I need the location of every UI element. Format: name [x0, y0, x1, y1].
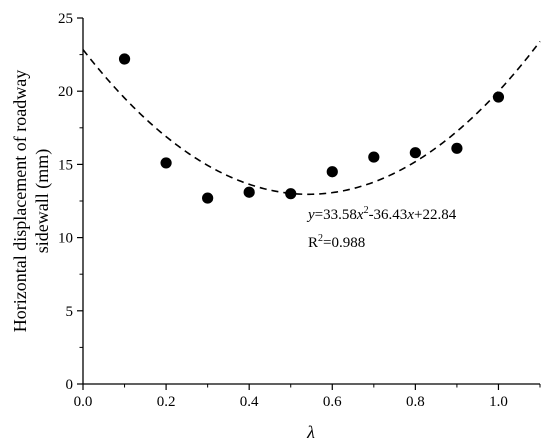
y-tick-label: 10 [58, 231, 73, 247]
eq-sup: 2 [364, 205, 369, 216]
y-axis-title-line-1: Horizontal displacement of roadway [10, 70, 30, 332]
y-tick-label: 0 [66, 377, 74, 393]
x-tick-label: 0.0 [74, 394, 93, 410]
data-point [160, 157, 172, 169]
x-axis-title: λ [306, 422, 315, 442]
eq-x2: x [406, 207, 414, 223]
eq-y: y [306, 207, 315, 223]
data-point [492, 91, 505, 103]
fit-equation-annotation: y=33.58x2-36.43x+22.84 [306, 205, 457, 223]
x-tick-label: 1.0 [489, 394, 508, 410]
x-tick-label: 0.2 [157, 394, 176, 410]
eq-x1: x [356, 207, 364, 223]
data-point [243, 186, 255, 198]
eq-p2: -36.43 [369, 207, 408, 223]
r-squared-annotation: R2=0.988 [308, 233, 365, 251]
x-tick-label: 0.6 [323, 394, 342, 410]
r2-val: =0.988 [323, 235, 365, 251]
y-tick-label: 15 [58, 157, 73, 173]
data-point [409, 147, 421, 159]
eq-p3: +22.84 [414, 207, 457, 223]
eq-p1: =33.58 [315, 207, 357, 223]
y-axis-title: Horizontal displacement of roadway sidew… [10, 70, 53, 332]
y-axis-title-line-2: sidewall (mm) [32, 149, 53, 253]
data-points [118, 53, 505, 204]
y-tick-label: 5 [66, 304, 74, 320]
x-tick-label: 0.8 [406, 394, 425, 410]
data-point [326, 166, 338, 178]
x-tick-label: 0.4 [240, 394, 259, 410]
plot-area: 0.0 0.2 0.4 0.6 0.8 1.0 0 5 10 15 20 25 [58, 11, 541, 410]
r2-sup: 2 [318, 233, 323, 244]
y-tick-label: 25 [58, 11, 73, 27]
r2-r: R [308, 235, 318, 251]
data-point [118, 53, 131, 65]
y-ticks: 0 5 10 15 20 25 [58, 11, 83, 393]
fit-curve [82, 40, 541, 196]
data-point [451, 142, 463, 154]
y-tick-label: 20 [58, 84, 73, 100]
data-point [202, 192, 214, 204]
data-point [285, 188, 297, 200]
data-point [368, 151, 380, 163]
x-ticks: 0.0 0.2 0.4 0.6 0.8 1.0 [74, 384, 541, 410]
